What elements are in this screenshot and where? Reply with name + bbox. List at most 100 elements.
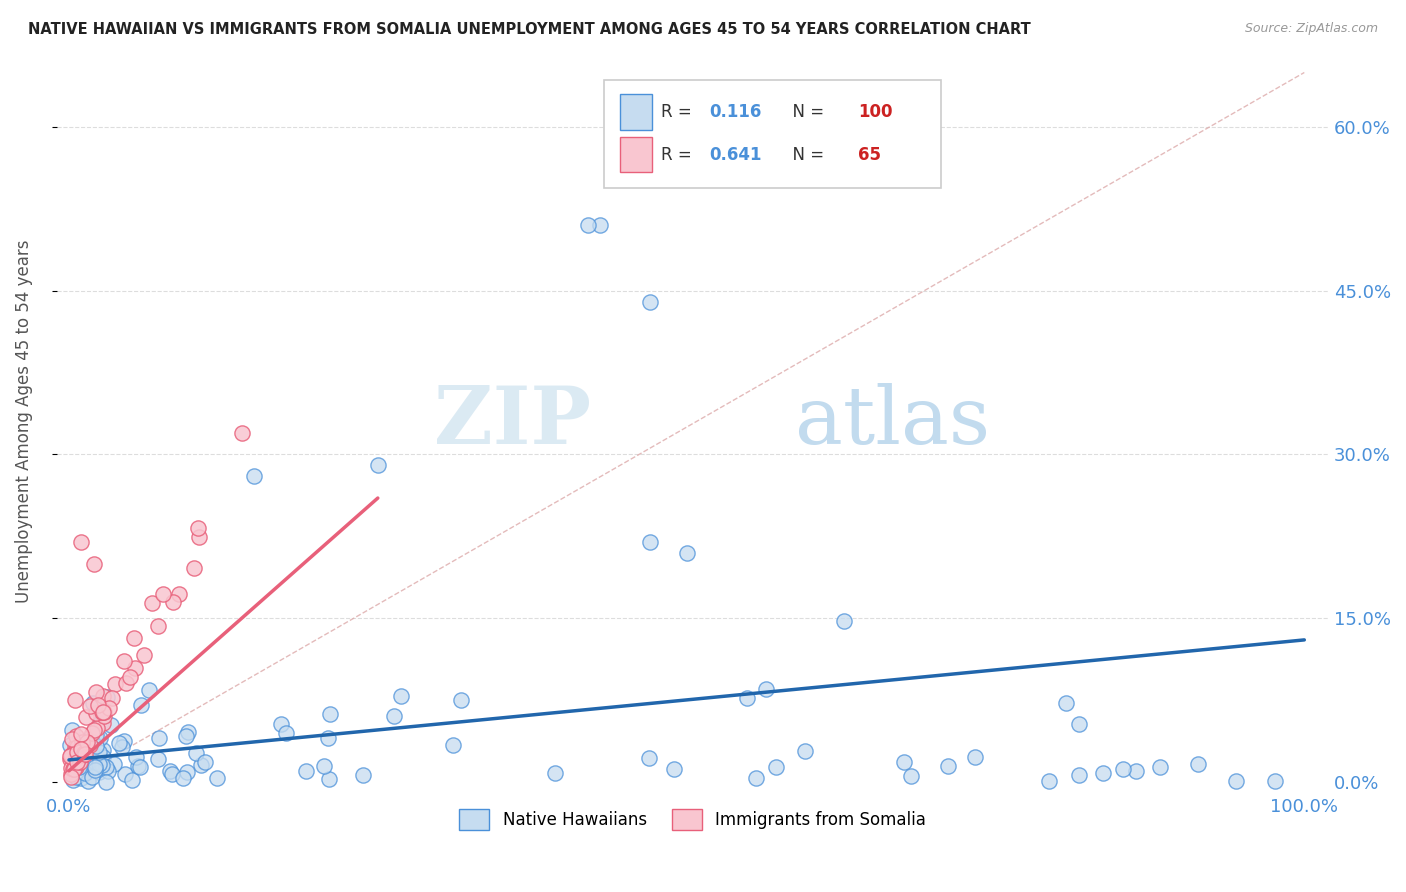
Text: R =: R =	[661, 145, 697, 163]
Point	[794, 744, 817, 758]
Text: N =: N =	[782, 103, 830, 121]
Point	[187, 521, 209, 535]
Point	[129, 759, 152, 773]
Point	[65, 730, 87, 744]
Point	[125, 749, 148, 764]
Point	[83, 723, 105, 737]
Point	[104, 677, 127, 691]
Point	[91, 750, 114, 764]
FancyBboxPatch shape	[603, 80, 941, 188]
Point	[62, 773, 84, 788]
Point	[231, 425, 253, 440]
Point	[312, 759, 335, 773]
Text: 0.641: 0.641	[710, 145, 762, 163]
Point	[184, 746, 207, 760]
Point	[91, 743, 114, 757]
Point	[316, 731, 339, 745]
Point	[72, 735, 94, 749]
Point	[132, 648, 155, 662]
Point	[66, 740, 89, 755]
Point	[87, 698, 110, 712]
Text: Source: ZipAtlas.com: Source: ZipAtlas.com	[1244, 22, 1378, 36]
Point	[938, 759, 960, 773]
Point	[94, 774, 117, 789]
Point	[80, 771, 103, 785]
Point	[87, 757, 110, 772]
Point	[382, 709, 405, 723]
Point	[963, 749, 986, 764]
Point	[60, 767, 83, 781]
Point	[295, 764, 318, 779]
Point	[93, 705, 115, 719]
Point	[735, 690, 758, 705]
Point	[87, 764, 110, 779]
Point	[80, 733, 103, 747]
Point	[76, 773, 98, 788]
Point	[80, 744, 103, 758]
Point	[91, 690, 114, 704]
Point	[745, 771, 768, 785]
Point	[138, 683, 160, 698]
Point	[544, 766, 567, 780]
Point	[664, 762, 686, 776]
Point	[70, 747, 93, 761]
Point	[755, 682, 778, 697]
Point	[367, 458, 389, 473]
Point	[69, 771, 91, 785]
Y-axis label: Unemployment Among Ages 45 to 54 years: Unemployment Among Ages 45 to 54 years	[15, 240, 32, 603]
Point	[183, 560, 205, 574]
Point	[67, 759, 90, 773]
Point	[1149, 760, 1171, 774]
Point	[84, 763, 107, 777]
Point	[62, 762, 84, 776]
Point	[66, 752, 89, 766]
Point	[900, 769, 922, 783]
Point	[79, 731, 101, 746]
Point	[832, 615, 855, 629]
Point	[89, 746, 111, 760]
Point	[65, 760, 87, 774]
Point	[94, 760, 117, 774]
Point	[82, 696, 104, 710]
Point	[112, 654, 135, 668]
Text: R =: R =	[661, 103, 697, 121]
Point	[121, 772, 143, 787]
Point	[86, 728, 108, 742]
Point	[66, 755, 89, 769]
Text: NATIVE HAWAIIAN VS IMMIGRANTS FROM SOMALIA UNEMPLOYMENT AMONG AGES 45 TO 54 YEAR: NATIVE HAWAIIAN VS IMMIGRANTS FROM SOMAL…	[28, 22, 1031, 37]
Point	[141, 597, 163, 611]
FancyBboxPatch shape	[620, 95, 652, 130]
Point	[152, 587, 174, 601]
Point	[1054, 696, 1077, 710]
Point	[91, 705, 114, 719]
Point	[1187, 757, 1209, 772]
Text: 100: 100	[858, 103, 893, 121]
Point	[276, 726, 298, 740]
Point	[75, 747, 97, 761]
Point	[76, 734, 98, 748]
Point	[84, 760, 107, 774]
Point	[177, 724, 200, 739]
Point	[576, 219, 599, 233]
Point	[243, 469, 266, 483]
Point	[70, 742, 93, 756]
Point	[65, 693, 87, 707]
Point	[91, 716, 114, 731]
Point	[93, 708, 115, 723]
Point	[100, 690, 122, 705]
Point	[70, 534, 93, 549]
Point	[115, 676, 138, 690]
Point	[675, 546, 697, 560]
Point	[1112, 762, 1135, 776]
Point	[190, 757, 212, 772]
Point	[129, 698, 152, 713]
Point	[124, 661, 146, 675]
Point	[59, 770, 82, 784]
Point	[79, 699, 101, 714]
Point	[318, 772, 340, 787]
Point	[638, 534, 661, 549]
Point	[63, 744, 86, 758]
Point	[1225, 774, 1247, 789]
Point	[79, 738, 101, 752]
Point	[69, 755, 91, 769]
